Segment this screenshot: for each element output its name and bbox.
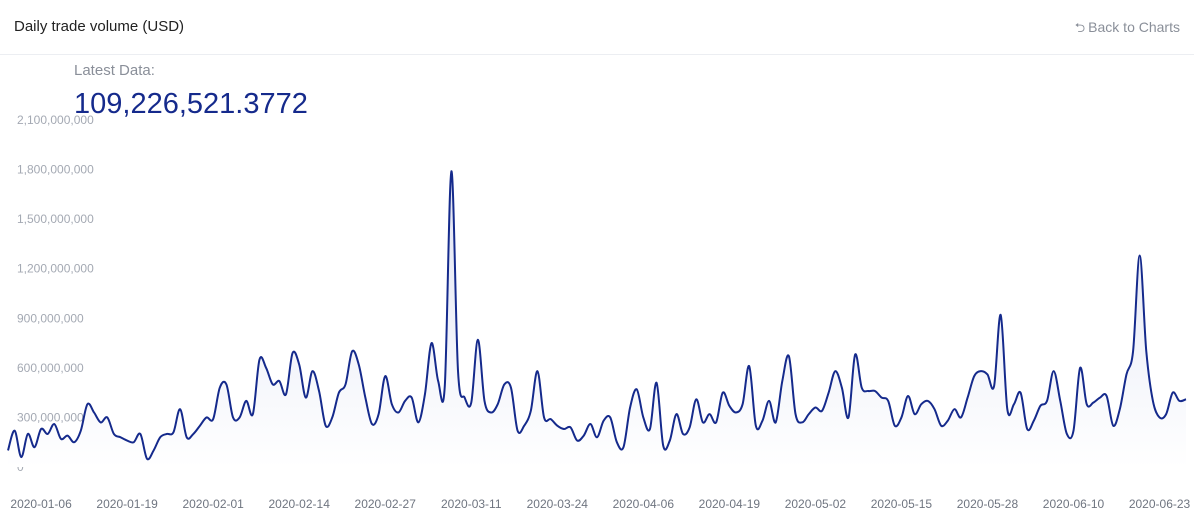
return-arrow-icon: ⮌ [1074,20,1086,35]
x-tick-label: 2020-05-28 [957,497,1019,511]
volume-area [8,171,1186,467]
latest-data-label: Latest Data: [74,62,155,79]
volume-series-line [7,170,1187,461]
x-tick-label: 2020-03-11 [441,497,502,511]
x-tick-label: 2020-05-15 [871,497,933,511]
y-tick-label: 1,200,000,000 [17,262,94,276]
chart-title: Daily trade volume (USD) [14,18,185,35]
latest-data-value: 109,226,521.3772 [74,88,308,120]
x-tick-label: 2020-03-24 [527,497,589,511]
x-tick-label: 2020-02-14 [268,497,330,511]
x-tick-label: 2020-02-27 [355,497,417,511]
x-tick-label: 2020-04-06 [613,497,675,511]
x-tick-label: 2020-06-23 [1129,497,1191,511]
x-tick-label: 2020-06-10 [1043,497,1105,511]
x-tick-label: 2020-05-02 [785,497,847,511]
x-tick-label: 2020-01-06 [10,497,72,511]
x-axis: 2020-01-06 2020-01-19 2020-02-01 2020-02-14… [10,497,1190,511]
x-tick-label: 2020-04-19 [699,497,761,511]
y-tick-label: 900,000,000 [17,311,84,325]
y-axis: 0300,000,000600,000,000900,000,0001,200,… [17,113,94,474]
chart-header: Daily trade volume (USD) ⮌ Back to Charts [0,0,1194,55]
back-to-charts-link[interactable]: ⮌ Back to Charts [1075,19,1180,41]
x-tick-label: 2020-01-19 [96,497,158,511]
y-tick-label: 1,500,000,000 [17,212,94,226]
y-tick-label: 300,000,000 [17,410,84,424]
x-tick-label: 2020-02-01 [182,497,244,511]
back-to-charts-label: Back to Charts [1088,19,1180,35]
y-tick-label: 2,100,000,000 [17,113,94,127]
y-tick-label: 1,800,000,000 [17,163,94,177]
y-tick-label: 600,000,000 [17,361,84,375]
